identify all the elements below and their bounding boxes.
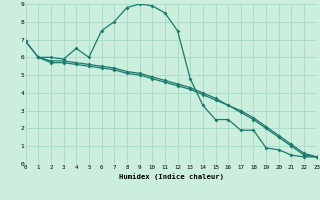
X-axis label: Humidex (Indice chaleur): Humidex (Indice chaleur) [119,173,224,180]
